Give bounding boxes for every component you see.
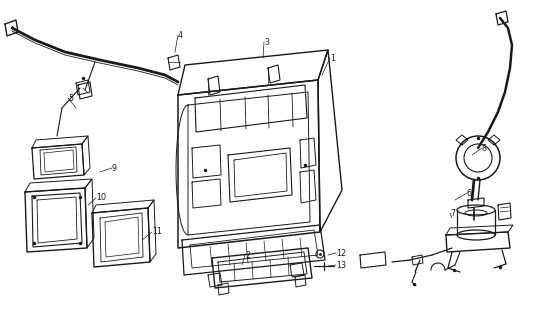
Text: 3: 3 bbox=[264, 37, 269, 46]
Text: 6: 6 bbox=[467, 188, 472, 197]
Text: 8: 8 bbox=[482, 143, 487, 153]
Text: 5: 5 bbox=[68, 93, 73, 102]
Text: 7: 7 bbox=[450, 209, 455, 218]
Text: 4: 4 bbox=[178, 30, 183, 39]
Text: 13: 13 bbox=[336, 260, 346, 269]
Text: 9: 9 bbox=[112, 164, 117, 172]
Text: 2: 2 bbox=[245, 251, 250, 260]
Text: 1: 1 bbox=[330, 53, 335, 62]
Text: 11: 11 bbox=[152, 228, 162, 236]
Text: 12: 12 bbox=[336, 249, 346, 258]
Text: 10: 10 bbox=[96, 194, 106, 203]
